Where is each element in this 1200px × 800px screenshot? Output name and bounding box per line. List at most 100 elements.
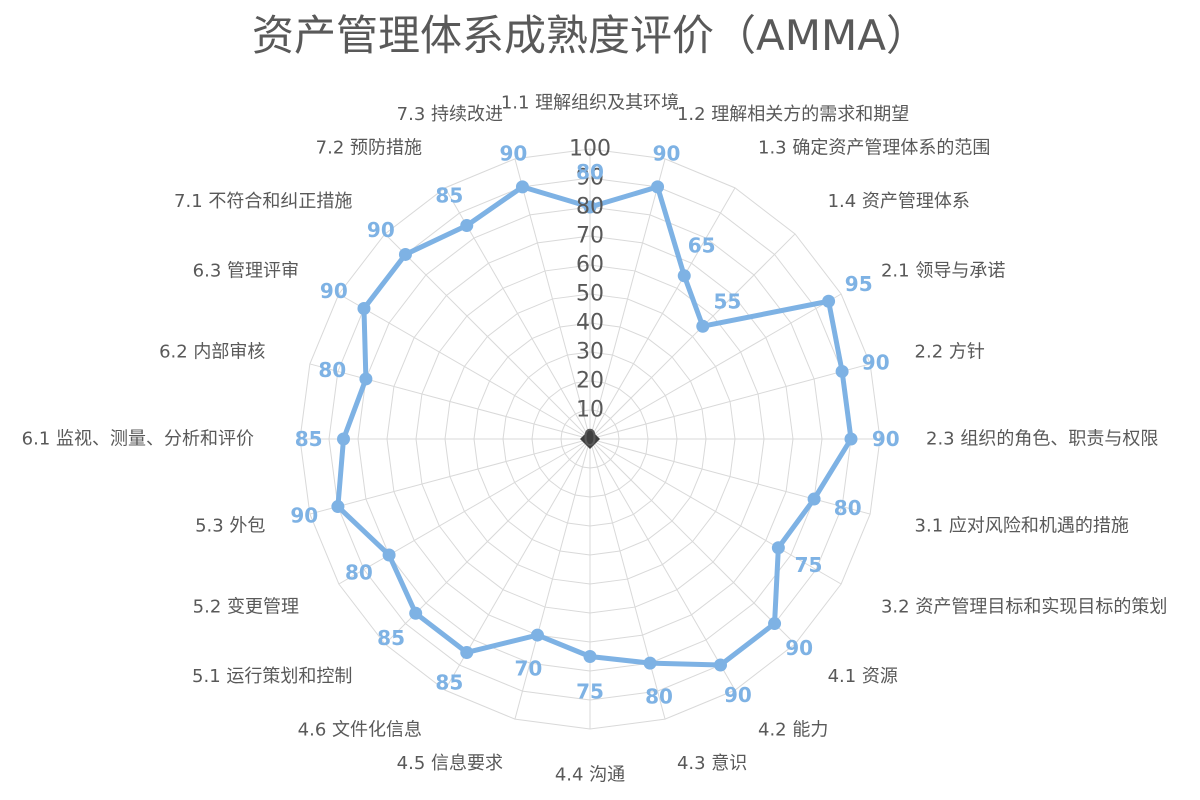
category-label: 5.1 运行策划和控制	[192, 666, 352, 687]
data-point	[835, 364, 849, 378]
category-label: 6.2 内部审核	[159, 342, 265, 363]
category-label: 3.2 资产管理目标和实现目标的策划	[881, 597, 1167, 618]
category-label: 4.1 资源	[828, 666, 898, 687]
data-point	[844, 432, 858, 446]
radial-tick-label: 80	[576, 195, 604, 220]
data-label: 90	[500, 141, 528, 165]
data-label: 80	[345, 560, 373, 584]
category-label: 5.2 变更管理	[193, 597, 299, 618]
data-label: 80	[576, 160, 604, 184]
category-label: 1.4 资产管理体系	[828, 191, 970, 212]
grid-spoke	[309, 363, 591, 440]
category-label: 6.3 管理评审	[193, 261, 299, 282]
grid-spoke	[589, 187, 736, 440]
grid-spoke	[338, 438, 591, 585]
data-point	[409, 606, 423, 620]
radial-tick-label: 60	[576, 253, 604, 278]
data-label: 80	[318, 358, 346, 382]
data-point	[643, 656, 657, 670]
data-point	[822, 294, 836, 308]
data-label: 65	[688, 234, 716, 258]
grid-spoke	[589, 158, 666, 440]
data-label: 95	[845, 272, 873, 296]
data-point	[515, 180, 529, 194]
data-point	[583, 200, 597, 214]
category-label: 7.3 持续改进	[397, 104, 503, 125]
data-point	[768, 617, 782, 631]
grid-spoke	[589, 293, 842, 440]
data-point	[696, 319, 710, 333]
data-point	[337, 432, 350, 446]
data-point	[807, 492, 821, 506]
data-label: 85	[377, 626, 405, 650]
category-label: 4.3 意识	[677, 753, 747, 774]
data-label: 75	[795, 553, 823, 577]
category-label: 1.2 理解相关方的需求和期望	[677, 104, 909, 125]
data-label: 90	[290, 504, 318, 528]
grid-spoke	[589, 363, 871, 440]
data-label: 90	[785, 636, 813, 660]
grid-spoke	[589, 233, 796, 440]
category-label: 1.1 理解组织及其环境	[501, 93, 679, 114]
data-label: 90	[653, 141, 681, 165]
grid-spoke	[589, 438, 666, 720]
data-point	[331, 500, 345, 514]
data-label: 80	[834, 496, 862, 520]
category-label: 6.1 监视、测量、分析和评价	[22, 429, 254, 450]
radial-tick-label: 40	[576, 311, 604, 336]
radial-tick-label: 0	[583, 427, 597, 452]
data-point	[398, 247, 412, 261]
category-label: 2.1 领导与承诺	[881, 261, 1005, 282]
radial-tick-label: 10	[576, 398, 604, 423]
radar-grid	[299, 148, 881, 730]
data-point	[583, 650, 597, 663]
grid-spoke	[514, 438, 591, 720]
grid-spoke	[309, 438, 591, 515]
data-point	[357, 302, 371, 315]
radial-tick-label: 90	[576, 166, 604, 191]
data-label: 90	[724, 683, 752, 707]
radial-tick-label: 20	[576, 369, 604, 394]
data-label: 85	[435, 183, 463, 207]
data-label: 90	[862, 350, 890, 374]
category-label: 4.2 能力	[758, 719, 828, 740]
data-label: 85	[435, 671, 463, 695]
category-label: 4.6 文件化信息	[298, 719, 422, 740]
data-point	[677, 269, 691, 283]
data-label: 90	[320, 279, 348, 303]
data-point	[771, 541, 785, 555]
radial-tick-label: 50	[576, 282, 604, 307]
grid-spoke	[338, 293, 591, 440]
radial-tick-label: 70	[576, 224, 604, 249]
category-label: 4.4 沟通	[555, 765, 625, 786]
grid-spoke	[384, 233, 591, 440]
data-point	[714, 658, 727, 672]
chart-title: 资产管理体系成熟度评价（AMMA）	[252, 11, 928, 60]
category-label: 4.5 信息要求	[397, 753, 503, 774]
data-point	[359, 372, 373, 386]
data-label: 70	[515, 657, 543, 681]
category-label: 7.1 不符合和纠正措施	[174, 191, 352, 212]
data-label: 85	[295, 427, 323, 451]
data-labels: 8090655595909080759090807570858580908580…	[290, 141, 899, 708]
grid-spoke	[589, 438, 871, 515]
data-label: 55	[713, 290, 741, 314]
data-point	[460, 219, 474, 233]
category-label: 2.3 组织的角色、职责与权限	[926, 429, 1158, 450]
radial-tick-label: 30	[576, 340, 604, 365]
category-label: 3.1 应对风险和机遇的措施	[915, 515, 1129, 536]
radial-tick-label: 100	[569, 137, 611, 162]
grid-spoke	[589, 438, 796, 645]
data-point	[651, 180, 665, 194]
grid-spoke	[514, 158, 591, 440]
data-label: 90	[367, 218, 395, 242]
category-label: 2.2 方针	[915, 342, 985, 363]
radar-series	[331, 180, 858, 672]
data-label: 80	[645, 685, 673, 709]
data-point	[530, 628, 544, 642]
category-label: 1.3 确定资产管理体系的范围	[758, 138, 990, 159]
grid-spoke	[589, 438, 842, 585]
center-marker	[580, 429, 600, 449]
